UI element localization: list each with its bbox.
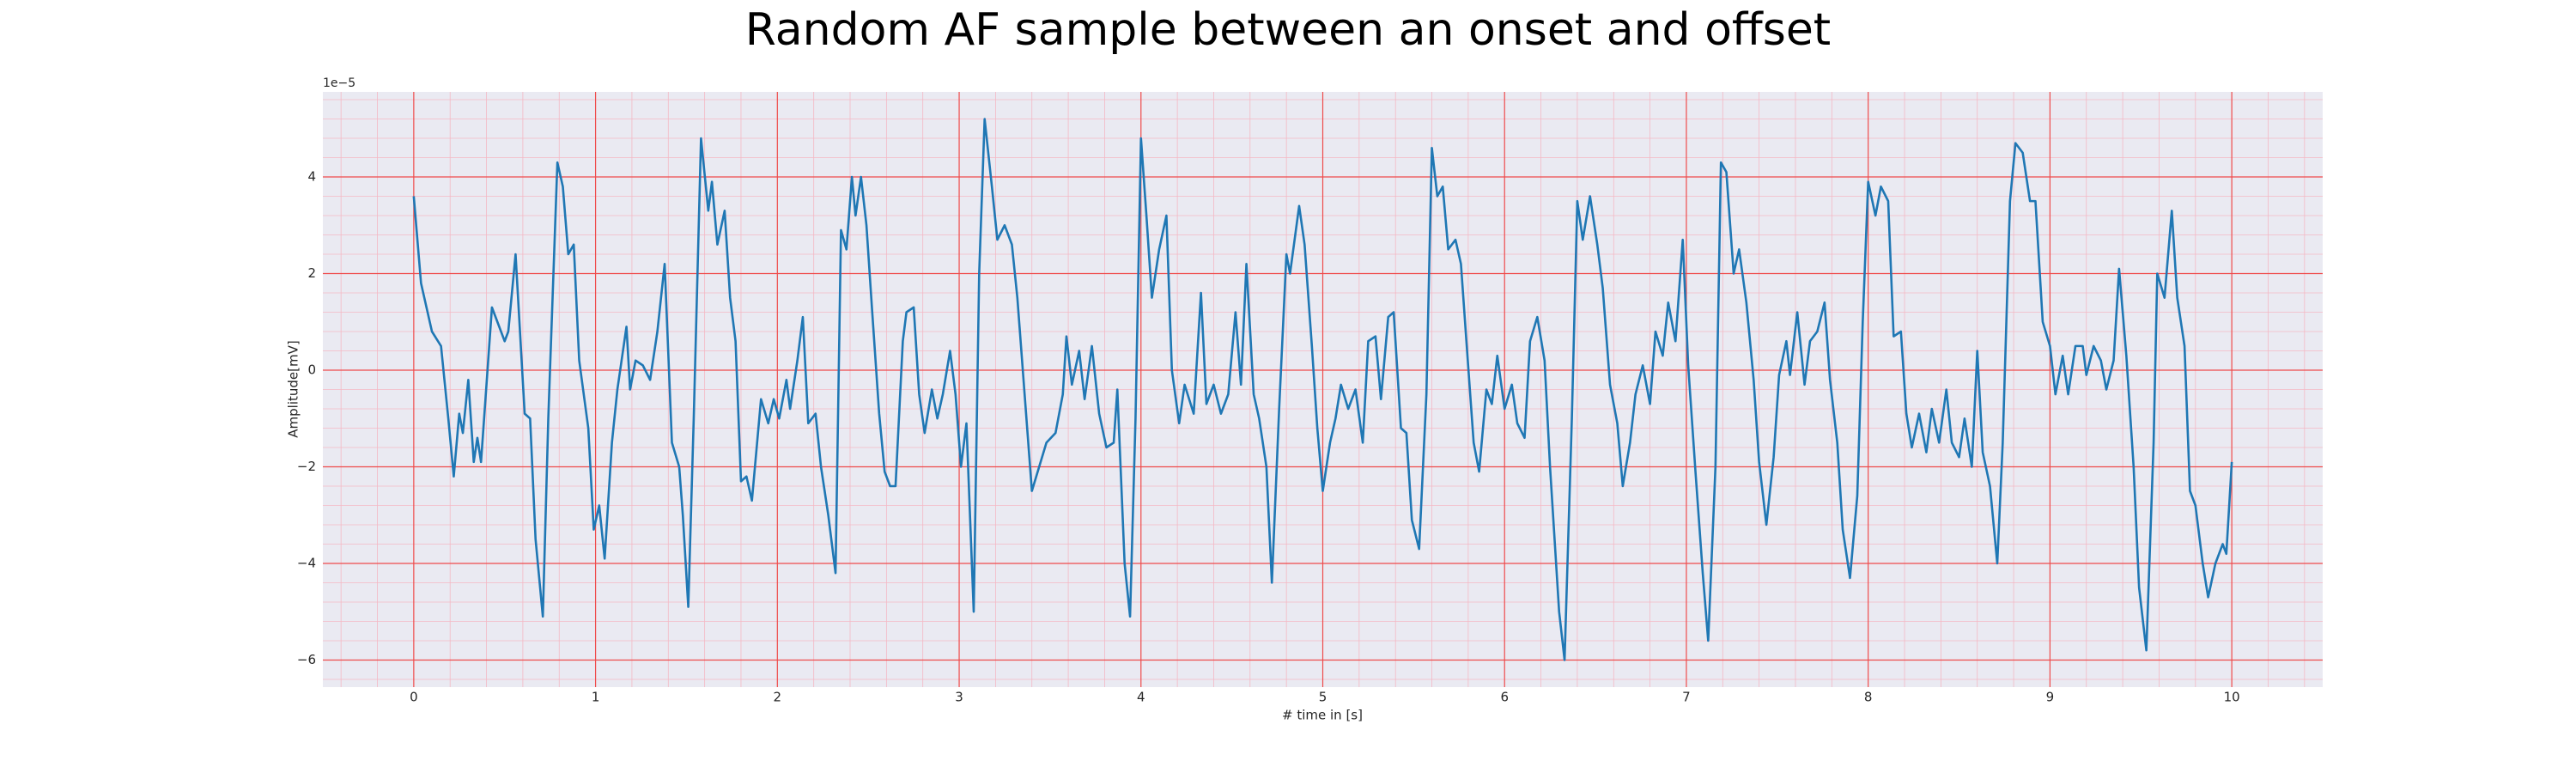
x-tick-label: 4: [1137, 690, 1145, 705]
plot: [412, 118, 2233, 661]
y-offset-label: 1e−5: [323, 76, 355, 90]
y-tick-label: −2: [297, 459, 316, 474]
x-tick-label: 3: [955, 690, 963, 705]
chart-title: Random AF sample between an onset and of…: [745, 4, 1831, 56]
x-tick-label: 8: [1864, 690, 1873, 705]
x-tick-label: 1: [592, 690, 600, 705]
y-axis-label: Amplitude[mV]: [286, 340, 301, 437]
x-tick-label: 0: [410, 690, 418, 705]
x-tick-label: 6: [1500, 690, 1509, 705]
line: [412, 118, 2233, 661]
grid: [323, 92, 2323, 687]
x-tick-label: 7: [1682, 690, 1691, 705]
y-tick-label: 0: [307, 362, 316, 378]
x-tick-label: 10: [2224, 690, 2240, 705]
x-tick-label: 2: [774, 690, 782, 705]
x-tick-label: 5: [1319, 690, 1327, 705]
y-tick-label: −4: [297, 556, 316, 571]
y-tick-label: 4: [307, 169, 316, 185]
x-tick-label: 9: [2046, 690, 2055, 705]
y-tick-label: −6: [297, 652, 316, 667]
x-axis-label: # time in [s]: [1282, 708, 1363, 723]
y-tick-label: 2: [307, 265, 316, 281]
